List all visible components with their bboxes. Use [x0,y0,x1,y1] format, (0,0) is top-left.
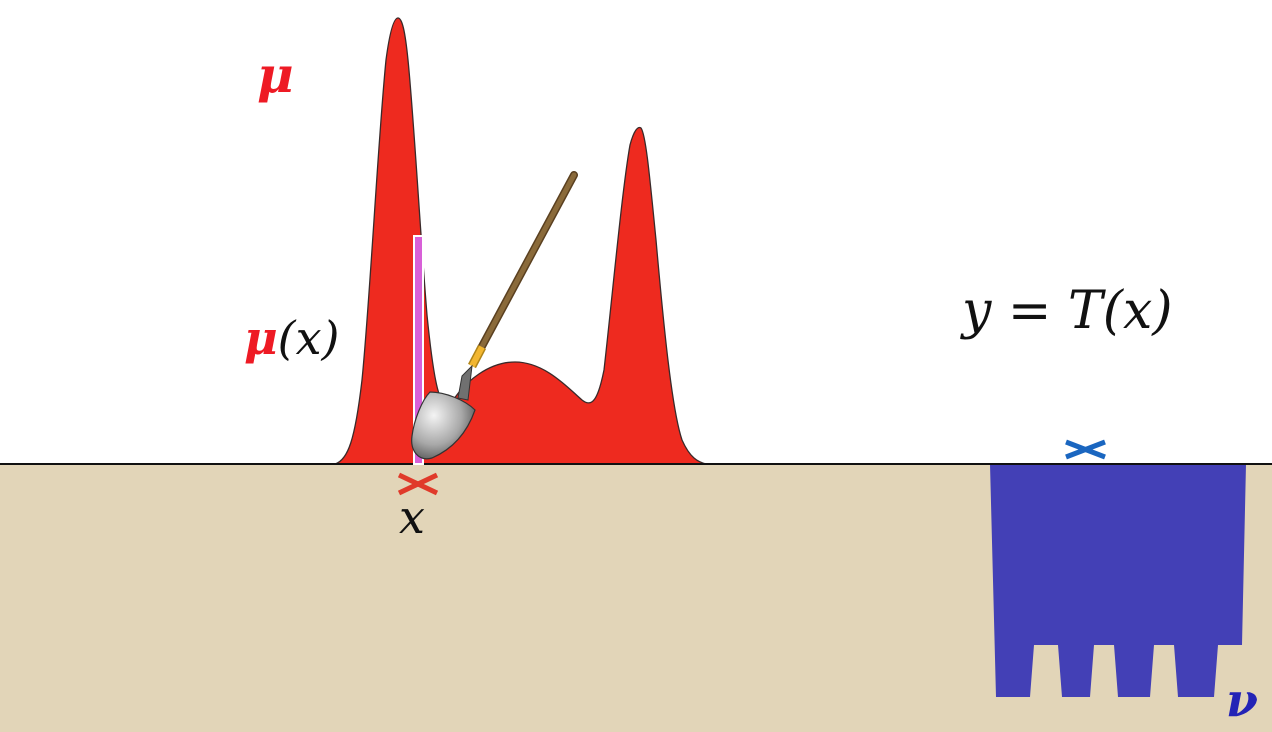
mu-distribution [334,17,707,465]
mu-of-x-label: μ(x) [244,311,340,365]
y-marker-cross-icon [1065,439,1106,460]
mu-label: μ [257,45,294,104]
mass-column-bar [413,235,424,465]
shovel-icon [411,171,578,460]
x-marker-cross-icon [397,472,439,496]
transport-map-label: y = T(x) [960,281,1173,341]
mu-of-x-symbol: μ [244,311,278,365]
mu-of-x-argument: (x) [278,311,340,365]
nu-label: ν [1226,673,1258,727]
x-label: x [399,490,425,544]
nu-hole [990,464,1246,697]
